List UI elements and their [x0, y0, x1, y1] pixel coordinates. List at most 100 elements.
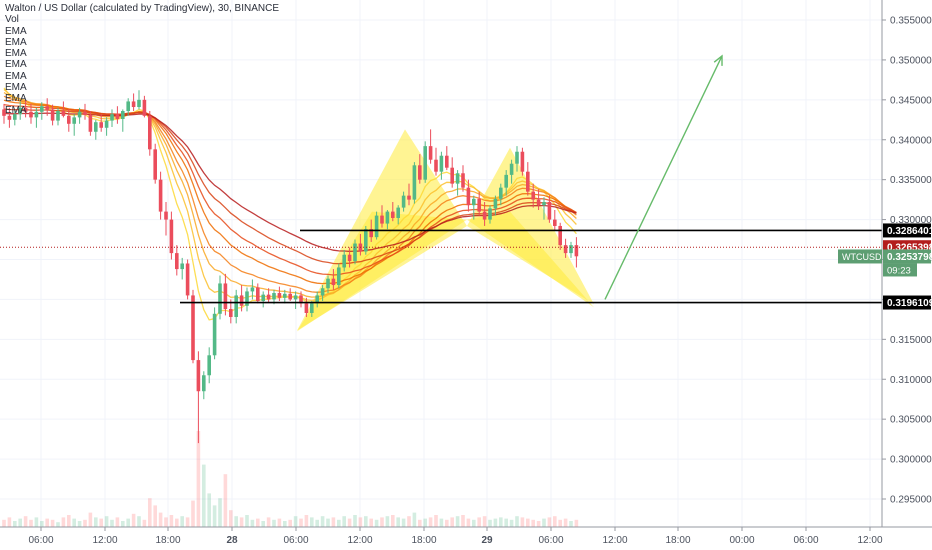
- volume-bar: [488, 520, 492, 527]
- volume-bar: [342, 516, 346, 527]
- candle-body: [99, 122, 103, 128]
- volume-bar: [8, 517, 12, 527]
- volume-bar: [450, 517, 454, 527]
- candle-body: [148, 116, 152, 150]
- time-tick-label: 18:00: [155, 535, 180, 546]
- candle-body: [467, 188, 471, 206]
- candle-body: [526, 172, 530, 192]
- volume-bar: [207, 493, 211, 527]
- candle-body: [153, 149, 157, 179]
- candle-body: [207, 355, 211, 375]
- volume-bar: [45, 519, 49, 527]
- candle-body: [105, 121, 109, 128]
- candle-body: [364, 229, 368, 251]
- time-tick-label: 29: [481, 535, 493, 546]
- candle-body: [180, 263, 184, 269]
- volume-bar: [429, 517, 433, 527]
- volume-bar: [526, 519, 530, 527]
- volume-bar: [78, 521, 82, 527]
- projection-arrow[interactable]: [605, 56, 722, 299]
- price-tag-label: 0.3253798: [887, 252, 932, 263]
- price-label-tag: 0.3286401: [883, 223, 932, 237]
- legend-ema-2[interactable]: EMA: [5, 37, 279, 48]
- time-axis[interactable]: 06:00 12:00 18:00 28 06:00 12:00 18:00 29 06:00 1…: [0, 527, 932, 546]
- volume-bar: [153, 505, 157, 527]
- volume-bar: [402, 519, 406, 527]
- time-tick-label: 06:00: [283, 535, 308, 546]
- volume-bar: [261, 521, 265, 527]
- candle-body: [213, 314, 217, 356]
- volume-bar: [67, 515, 71, 527]
- candle-body: [245, 291, 249, 305]
- legend-ema-5[interactable]: EMA: [5, 71, 279, 82]
- volume-bar: [575, 520, 579, 527]
- candle-body: [429, 146, 433, 160]
- volume-bar: [83, 520, 87, 527]
- candle-body: [251, 287, 255, 291]
- volume-bar: [278, 519, 282, 527]
- volume-bar: [332, 517, 336, 527]
- volume-bar: [159, 513, 163, 527]
- volume-bar: [121, 521, 125, 527]
- legend-ema-3[interactable]: EMA: [5, 48, 279, 59]
- volume-bar: [391, 515, 395, 527]
- candle-body: [504, 175, 508, 188]
- volume-bar: [553, 516, 557, 527]
- price-tick-label: 0.3450000: [890, 95, 932, 106]
- volume-bar: [186, 517, 190, 527]
- volume-bar: [510, 520, 514, 527]
- volume-bar: [461, 515, 465, 527]
- candle-body: [450, 168, 454, 184]
- volume-bar: [132, 514, 136, 527]
- volume-bar: [110, 520, 114, 527]
- volume-bar: [521, 517, 525, 527]
- candle-body: [380, 216, 384, 224]
- volume-bar: [472, 520, 476, 527]
- volume-bar: [456, 516, 460, 527]
- volume-bar: [364, 516, 368, 527]
- volume-bar: [542, 519, 546, 527]
- volume-bar: [29, 520, 33, 527]
- volume-bar: [148, 498, 152, 527]
- legend-ema-4[interactable]: EMA: [5, 59, 279, 70]
- pattern-triangle: [297, 212, 467, 332]
- candle-body: [510, 164, 514, 175]
- candlestick-series: [2, 90, 578, 443]
- volume-bar: [143, 520, 147, 527]
- legend-ema-6[interactable]: EMA: [5, 82, 279, 93]
- candle-body: [332, 279, 336, 285]
- legend-ema-8[interactable]: EMA: [5, 105, 279, 116]
- legend-vol[interactable]: Vol: [5, 14, 279, 25]
- price-tick-label: 0.3500000: [890, 55, 932, 66]
- time-tick-label: 12:00: [602, 535, 627, 546]
- time-tick-label: 06:00: [538, 535, 563, 546]
- volume-bar: [105, 516, 109, 527]
- candle-body: [386, 212, 390, 224]
- volume-bar: [40, 521, 44, 527]
- volume-bar: [288, 520, 292, 527]
- volume-bar: [380, 517, 384, 527]
- candle-body: [321, 288, 325, 295]
- candle-body: [159, 180, 163, 212]
- legend-ema-1[interactable]: EMA: [5, 26, 279, 37]
- candle-body: [375, 216, 379, 238]
- candle-body: [423, 146, 427, 180]
- volume-bar: [175, 519, 179, 527]
- volume-bar: [213, 505, 217, 527]
- candle-body: [396, 208, 400, 218]
- symbol-title[interactable]: Walton / US Dollar (calculated by Tradin…: [5, 3, 279, 14]
- price-tick-label: 0.3100000: [890, 375, 932, 386]
- volume-bar: [305, 515, 309, 527]
- candle-body: [267, 295, 271, 300]
- volume-bar: [170, 515, 174, 527]
- legend-ema-7[interactable]: EMA: [5, 93, 279, 104]
- volume-bar: [234, 516, 238, 527]
- candle-body: [558, 226, 562, 245]
- volume-bar: [413, 513, 417, 527]
- candle-body: [391, 212, 395, 218]
- candle-body: [434, 160, 438, 172]
- volume-bar: [245, 515, 249, 527]
- candle-body: [305, 303, 309, 313]
